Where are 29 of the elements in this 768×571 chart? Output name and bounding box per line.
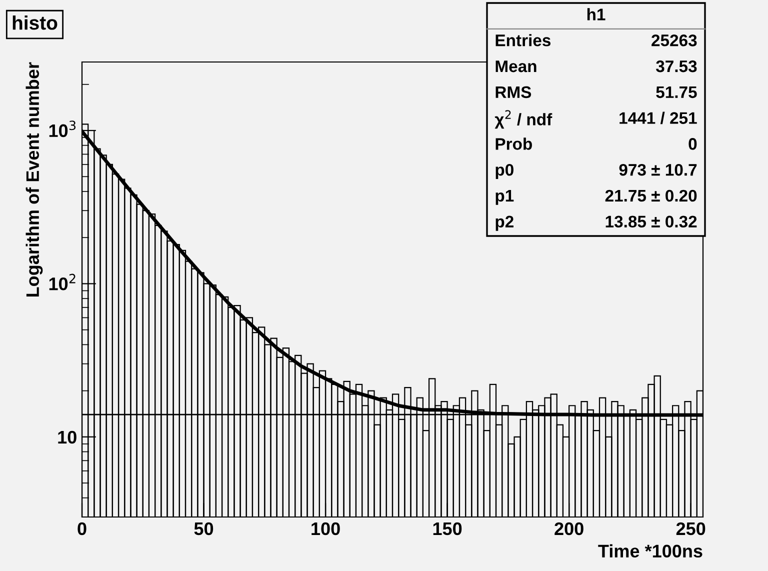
y-tick-label: 10$^{2}$ [49, 274, 76, 290]
y-axis-title: Logarithm of Event number [26, 62, 43, 297]
annotation: 0 [688, 138, 697, 150]
annotation: p2 [496, 216, 514, 231]
text: Entries [496, 34, 550, 46]
annotation: χ$^{2}$ / ndf [494, 110, 552, 129]
x-tick-label: 150 [433, 522, 462, 536]
annotation: Prob [496, 138, 532, 150]
x-tick-label: 100 [312, 522, 340, 536]
annotation: 51.75 [656, 86, 697, 98]
annotation: p1 [496, 190, 514, 205]
y-tick-label: 10$^{3}$ [49, 120, 76, 138]
y-tick-label: 10 [58, 430, 76, 444]
annotation: 1441 / 251 [620, 112, 697, 124]
annotation: 37.53 [656, 60, 697, 72]
text: 25263 [652, 34, 697, 46]
annotation: p0 [496, 164, 514, 180]
annotation: 973 ± 10.7 [619, 164, 697, 176]
x-tick-label: 250 [676, 522, 706, 536]
annotation: 21.75 ± 0.20 [605, 190, 697, 202]
chart-title: histo [12, 15, 58, 30]
x-tick-label: 200 [554, 522, 584, 536]
annotation: Mean [496, 60, 536, 72]
text: h1 [587, 8, 606, 20]
x-tick-label: 50 [194, 522, 214, 536]
annotation: RMS [496, 86, 532, 98]
x-axis-title: Time *100ns [598, 544, 702, 558]
annotation: 13.85 ± 0.32 [606, 216, 697, 228]
x-tick-label: 0 [78, 522, 86, 536]
